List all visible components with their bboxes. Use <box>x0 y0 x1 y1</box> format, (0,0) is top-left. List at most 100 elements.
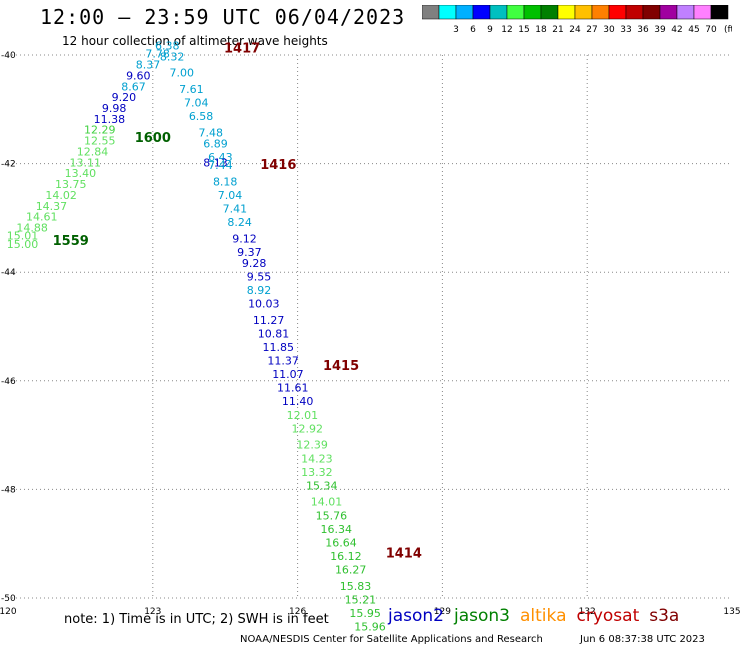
swh-value: 10.81 <box>258 327 290 340</box>
swh-value: 12.29 <box>84 124 116 137</box>
swh-value: 9.98 <box>102 102 127 115</box>
swh-value: 7.48 <box>198 126 223 139</box>
pass-time-label: 1559 <box>53 234 89 249</box>
swh-value: 8.24 <box>227 216 252 229</box>
swh-value: 7.04 <box>218 189 243 202</box>
legend-tick-label: 18 <box>535 25 547 35</box>
swh-value: 14.02 <box>45 189 77 202</box>
generated-timestamp: Jun 6 08:37:38 UTC 2023 <box>580 634 705 645</box>
swh-value: 15.01 <box>7 230 39 243</box>
lat-tick-label: -44 <box>1 268 16 278</box>
swh-value: 8.13 <box>203 156 228 169</box>
legend-tick-label: 27 <box>586 25 597 35</box>
swh-value: 12.01 <box>287 409 319 422</box>
swh-value: 15.00 <box>7 238 39 251</box>
credit-text: NOAA/NESDIS Center for Satellite Applica… <box>240 634 543 645</box>
lat-tick-label: -42 <box>1 160 16 170</box>
swh-value: 15.34 <box>306 479 338 492</box>
legend-swatch <box>710 5 729 20</box>
satellite-name: altika <box>520 606 567 626</box>
swh-value: 8.92 <box>247 284 272 297</box>
satellite-name: jason2 <box>388 606 444 626</box>
swh-value: 12.92 <box>292 422 324 435</box>
map-subtitle: 12 hour collection of altimeter wave hei… <box>62 34 328 48</box>
swh-value: 7.00 <box>170 67 195 80</box>
satellite-name: jason3 <box>454 606 510 626</box>
satellite-name: cryosat <box>576 606 640 626</box>
swh-value: 7.41 <box>223 202 248 215</box>
swh-value: 16.34 <box>320 523 352 536</box>
swh-value: 16.12 <box>330 550 362 563</box>
swh-value: 15.83 <box>340 580 372 593</box>
swh-value: 15.21 <box>345 593 377 606</box>
swh-value: 11.61 <box>277 382 309 395</box>
swh-value: 8.37 <box>136 59 161 72</box>
legend-tick-label: 9 <box>487 25 493 35</box>
swh-value: 9.60 <box>126 69 151 82</box>
lat-tick-label: -46 <box>1 377 16 387</box>
axis-ticks: 120 123 126 129 132 135 -40 -42 -44 -46 -48 -50 <box>0 51 740 617</box>
swh-value: 13.75 <box>55 178 87 191</box>
legend-tick-label: 30 <box>603 25 615 35</box>
swh-value: 14.23 <box>301 452 333 465</box>
pass-time-label: 1415 <box>323 359 359 374</box>
swh-value: 14.88 <box>16 221 48 234</box>
lon-tick-label: 132 <box>579 607 596 617</box>
swh-value: 9.12 <box>232 232 257 245</box>
legend-tick-label: 42 <box>671 25 682 35</box>
legend-unit-label: (ft) <box>724 25 732 35</box>
swh-value: 16.64 <box>325 536 357 549</box>
swh-value: 12.55 <box>84 135 116 148</box>
lat-tick-label: -48 <box>1 485 16 495</box>
legend-tick-label: 6 <box>470 25 476 35</box>
swh-value: 6.43 <box>208 151 233 164</box>
legend-tick-label: 33 <box>620 25 631 35</box>
lon-tick-label: 135 <box>723 607 740 617</box>
legend-tick-label: 45 <box>688 25 699 35</box>
swh-value: 11.38 <box>94 113 126 126</box>
swh-value: 9.37 <box>237 246 262 259</box>
swh-value: 8.67 <box>121 80 146 93</box>
legend-tick-label: 21 <box>552 25 563 35</box>
swh-value: 11.27 <box>253 314 285 327</box>
footer-note: note: 1) Time is in UTC; 2) SWH is in fe… <box>64 612 329 627</box>
swh-value: 11.07 <box>272 368 304 381</box>
swh-value: 15.76 <box>316 509 348 522</box>
swh-value: 15.96 <box>354 621 386 634</box>
swh-value: 6.89 <box>203 137 228 150</box>
satellite-name: s3a <box>649 606 680 626</box>
pass-time-label: 1416 <box>260 158 296 173</box>
swh-value: 16.27 <box>335 564 367 577</box>
pass-time-label: 1414 <box>386 546 422 561</box>
legend-tick-label: 3 <box>453 25 459 35</box>
legend-tick-label: 39 <box>654 25 666 35</box>
pass-time-label: 1417 <box>224 41 260 56</box>
satellite-legend: jason2 jason3 altika cryosat s3a <box>388 606 689 626</box>
swh-value: 15.95 <box>349 607 381 620</box>
legend-tick-label: 24 <box>569 25 581 35</box>
pass-time-label: 1600 <box>135 131 171 146</box>
swh-value: 8.32 <box>160 50 185 63</box>
swh-value: 7.44 <box>208 159 233 172</box>
swh-value: 6.58 <box>189 110 214 123</box>
swh-value: 6.38 <box>155 40 180 53</box>
legend-tick-label: 36 <box>637 25 649 35</box>
swh-value: 7.78 <box>145 48 170 61</box>
map-title: 12:00 – 23:59 UTC 06/04/2023 <box>40 5 406 29</box>
swh-value: 9.20 <box>112 91 137 104</box>
lon-tick-label: 120 <box>0 607 17 617</box>
swh-value: 13.32 <box>301 466 333 479</box>
swh-value: 12.84 <box>77 145 109 158</box>
legend-tick-label: 15 <box>518 25 529 35</box>
swh-value: 7.61 <box>179 83 204 96</box>
swh-value: 9.55 <box>247 270 272 283</box>
swh-value: 10.03 <box>248 297 280 310</box>
legend-tick-label: 70 <box>705 25 717 35</box>
lat-tick-label: -50 <box>1 594 16 604</box>
swh-value: 7.04 <box>184 97 209 110</box>
swh-value: 14.61 <box>26 211 58 224</box>
lon-tick-label: 126 <box>289 607 306 617</box>
swh-points: 6.387.788.328.379.608.679.209.9811.3812.… <box>7 40 386 634</box>
